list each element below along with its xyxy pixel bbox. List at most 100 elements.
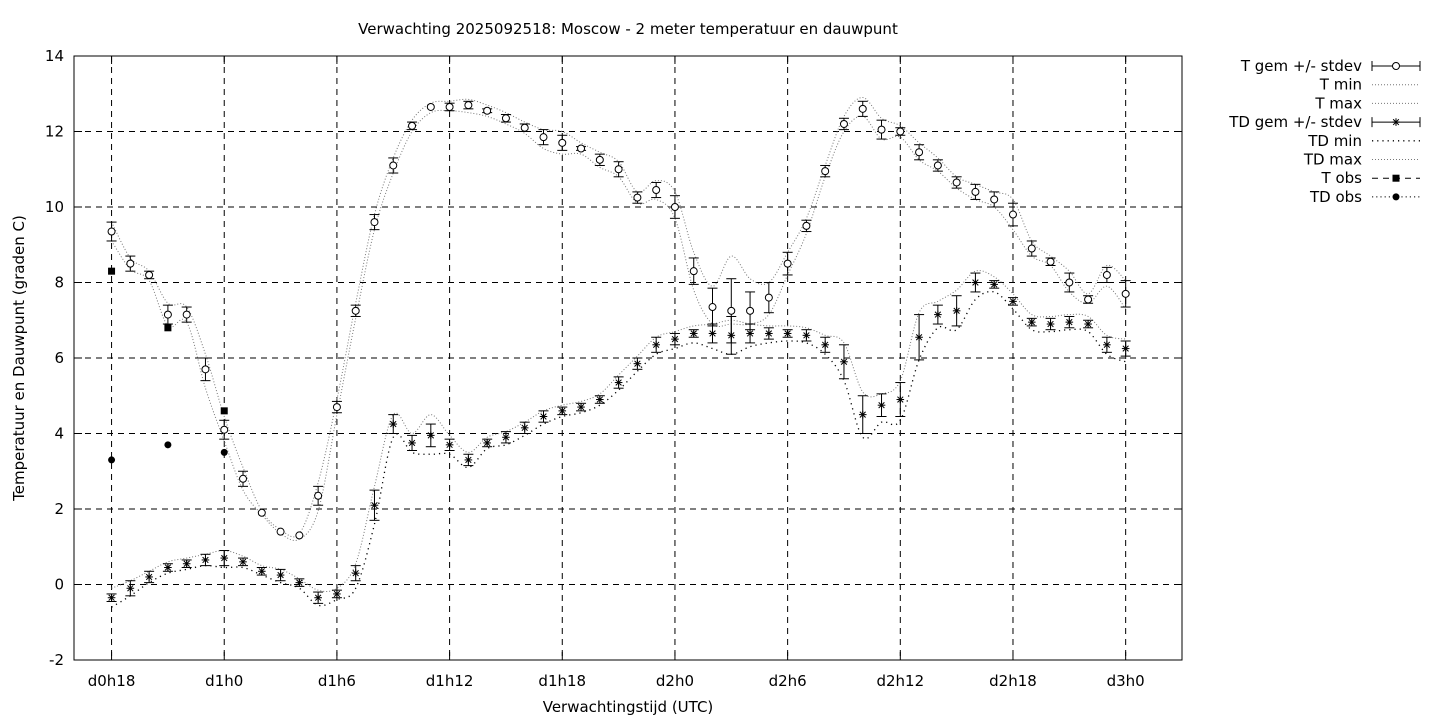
legend-marker bbox=[1392, 118, 1400, 126]
data-markers bbox=[107, 101, 1130, 602]
t-mean-point bbox=[501, 114, 510, 123]
t-mean-point bbox=[577, 144, 586, 153]
t-mean-point bbox=[257, 508, 266, 517]
y-tick-label: 12 bbox=[45, 123, 64, 141]
legend-item-t-max: T max bbox=[1314, 94, 1420, 112]
td-mean-point bbox=[520, 424, 529, 432]
legend-marker bbox=[1392, 62, 1400, 70]
axis-ticks: -2 0 2 4 6 8 10 12 14 d0h18 d1h0 d1h6 d1h12 d1h18 d2h0… bbox=[45, 47, 1182, 690]
star-stroke bbox=[652, 341, 660, 348]
star-stroke bbox=[164, 564, 172, 571]
star-stroke bbox=[371, 502, 378, 509]
star-stroke bbox=[446, 441, 453, 449]
t-mean-point bbox=[1121, 289, 1130, 298]
td-mean-point bbox=[427, 431, 435, 440]
star-stroke bbox=[803, 332, 810, 339]
t-mean-point bbox=[1102, 270, 1111, 279]
star-stroke bbox=[183, 560, 190, 567]
t-mean-point bbox=[107, 227, 116, 236]
td-obs-point bbox=[220, 448, 228, 456]
plot-border bbox=[73, 55, 1183, 661]
x-tick-label: d2h18 bbox=[989, 672, 1037, 690]
td-mean-point bbox=[858, 410, 867, 419]
star-stroke bbox=[746, 330, 754, 337]
star-stroke bbox=[502, 434, 510, 441]
series-line-td-max bbox=[111, 270, 1126, 592]
t-mean-point bbox=[633, 193, 642, 202]
td-mean-point bbox=[145, 573, 153, 581]
star-stroke bbox=[840, 358, 848, 365]
y-tick-label: 8 bbox=[54, 274, 64, 292]
td-mean-point bbox=[220, 554, 229, 562]
td-mean-point bbox=[502, 433, 510, 442]
t-mean-point bbox=[877, 125, 886, 134]
td-mean-point bbox=[295, 578, 304, 587]
star-stroke bbox=[577, 403, 585, 411]
star-stroke bbox=[915, 334, 923, 341]
td-mean-point bbox=[1121, 344, 1130, 353]
t-mean-point bbox=[1046, 257, 1055, 266]
td-mean-point bbox=[107, 593, 116, 602]
t-mean-point bbox=[670, 203, 679, 211]
t-mean-point bbox=[408, 121, 417, 130]
star-stroke bbox=[878, 401, 885, 409]
t-mean-point bbox=[145, 270, 154, 279]
t-mean-point bbox=[746, 306, 755, 315]
td-mean-point bbox=[971, 278, 980, 287]
td-mean-point bbox=[1027, 318, 1036, 326]
star-stroke bbox=[258, 568, 266, 575]
t-mean-point bbox=[1008, 210, 1017, 219]
td-mean-point bbox=[577, 403, 585, 411]
td-mean-point bbox=[539, 412, 548, 421]
t-mean-point bbox=[539, 133, 548, 142]
t-mean-point bbox=[370, 218, 379, 227]
td-mean-point bbox=[952, 307, 961, 315]
star-stroke bbox=[972, 279, 979, 286]
td-mean-point bbox=[201, 556, 210, 564]
td-mean-point bbox=[765, 329, 773, 338]
legend-item-t-min: T min bbox=[1319, 76, 1420, 94]
x-tick-label: d2h12 bbox=[876, 672, 924, 690]
y-tick-label: 6 bbox=[54, 349, 64, 367]
star-stroke bbox=[221, 554, 228, 562]
td-mean-point bbox=[1084, 320, 1092, 328]
star-stroke bbox=[145, 573, 153, 581]
star-stroke bbox=[1047, 320, 1054, 328]
t-mean-point bbox=[295, 531, 304, 540]
td-mean-point bbox=[1009, 297, 1017, 306]
t-mean-point bbox=[708, 303, 717, 312]
star-stroke bbox=[821, 341, 829, 348]
t-mean-point bbox=[652, 186, 661, 195]
t-mean-point bbox=[201, 365, 210, 374]
t-mean-point bbox=[314, 491, 323, 500]
y-tick-label: 14 bbox=[45, 47, 64, 65]
td-mean-point bbox=[464, 456, 473, 464]
td-mean-point bbox=[389, 420, 398, 428]
td-obs-point bbox=[164, 441, 172, 449]
t-mean-point bbox=[971, 187, 980, 196]
td-mean-point bbox=[239, 558, 247, 566]
td-mean-point bbox=[802, 331, 811, 340]
legend-marker bbox=[1392, 193, 1400, 201]
t-mean-point bbox=[764, 293, 773, 302]
star-stroke bbox=[314, 594, 322, 601]
t-mean-point bbox=[990, 195, 999, 204]
t-mean-point bbox=[351, 306, 360, 315]
x-tick-label: d1h6 bbox=[318, 672, 356, 690]
legend-label: T obs bbox=[1321, 169, 1363, 187]
td-mean-point bbox=[614, 378, 623, 387]
star-stroke bbox=[990, 281, 998, 288]
star-stroke bbox=[465, 456, 472, 464]
y-tick-label: 10 bbox=[45, 198, 64, 216]
grid-layer bbox=[74, 56, 1182, 660]
star-stroke bbox=[202, 556, 209, 564]
star-stroke bbox=[408, 439, 416, 447]
td-mean-point bbox=[727, 331, 736, 340]
star-stroke bbox=[897, 396, 904, 403]
t-mean-point bbox=[595, 155, 604, 164]
td-mean-point bbox=[652, 340, 660, 349]
t-mean-point bbox=[445, 102, 454, 111]
x-axis-label: Verwachtingstijd (UTC) bbox=[543, 698, 714, 716]
